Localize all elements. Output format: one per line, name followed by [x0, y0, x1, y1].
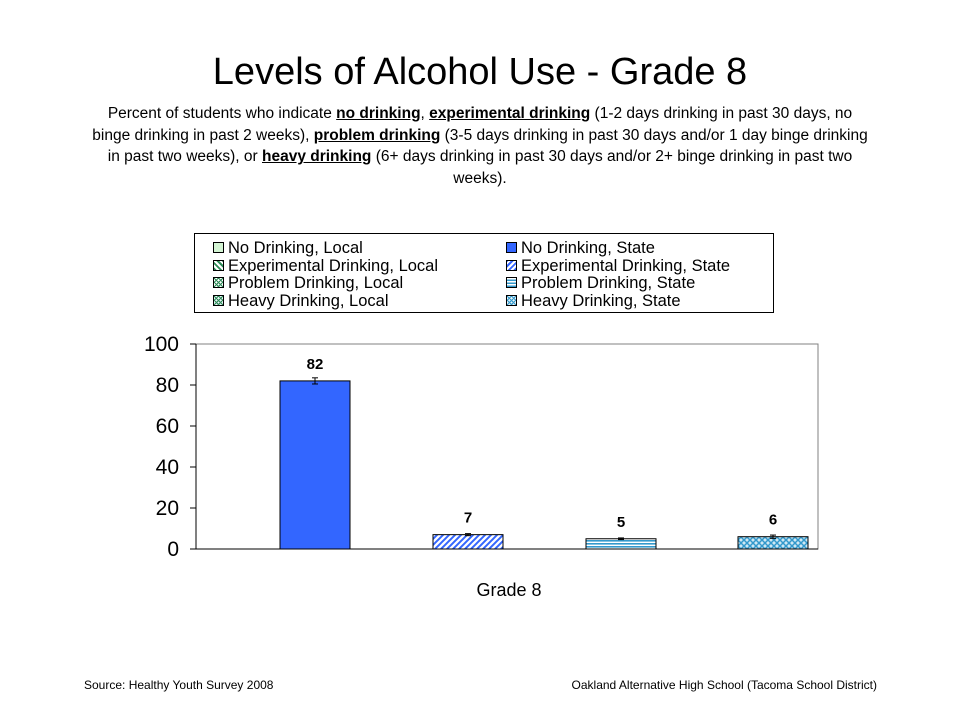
- chart-subtitle: Percent of students who indicate no drin…: [90, 103, 870, 189]
- legend-label: Experimental Drinking, Local: [228, 256, 439, 275]
- data-label: 82: [307, 356, 324, 373]
- bar-2: [432, 534, 504, 550]
- subtitle-term-heavy-drinking: heavy drinking: [262, 148, 372, 165]
- chart-legend: No Drinking, Local No Drinking, State Expe…: [194, 233, 774, 313]
- y-tick-label: 0: [167, 538, 179, 561]
- bar-3: [585, 538, 657, 550]
- school-name: Oakland Alternative High School (Tacoma …: [571, 678, 877, 692]
- subtitle-text-5: (6+ days drinking in past 30 days and/or…: [371, 148, 853, 187]
- subtitle-term-experimental-drinking: experimental drinking: [429, 105, 591, 122]
- legend-swatch: [506, 242, 517, 253]
- y-tick-label: 40: [156, 456, 179, 479]
- legend-swatch: [213, 277, 224, 288]
- y-tick-label: 80: [156, 374, 179, 397]
- chart-title: Levels of Alcohol Use - Grade 8: [212, 51, 748, 93]
- legend-swatch: [213, 259, 224, 271]
- data-label: 7: [464, 510, 472, 527]
- legend-swatch: [506, 259, 517, 271]
- y-tick-label: 100: [144, 333, 179, 356]
- legend-swatch: [506, 294, 517, 306]
- y-tick-label: 60: [156, 415, 179, 438]
- legend-label: No Drinking, State: [521, 239, 655, 257]
- data-label: 5: [617, 514, 625, 531]
- x-axis-label: Grade 8: [476, 580, 541, 600]
- legend-label: Heavy Drinking, Local: [228, 291, 389, 310]
- source-note: Source: Healthy Youth Survey 2008: [84, 678, 274, 692]
- legend-label: Experimental Drinking, State: [521, 256, 731, 275]
- legend-label: Heavy Drinking, State: [521, 291, 681, 310]
- legend-swatch: [213, 242, 224, 253]
- legend-label: No Drinking, Local: [228, 239, 363, 257]
- legend-swatch: [213, 294, 224, 306]
- subtitle-text-4: (3-5 days drinking in past 30 days and/o…: [107, 126, 868, 166]
- bar-1: [279, 380, 351, 550]
- legend-swatch: [506, 277, 517, 288]
- subtitle-term-problem-drinking: problem drinking: [313, 126, 441, 144]
- y-axis: 0 20 40 60 80 100: [144, 333, 818, 561]
- subtitle-text-3: (1-2 days drinking in past 30 days, no b…: [92, 105, 853, 144]
- y-tick-label: 20: [156, 497, 179, 520]
- legend-label: Problem Drinking, Local: [228, 274, 404, 292]
- subtitle-text-1: Percent of students who indicate: [107, 105, 337, 122]
- subtitle-term-no-drinking: no drinking: [336, 105, 421, 122]
- legend-label: Problem Drinking, State: [521, 274, 696, 292]
- data-label: 6: [769, 512, 777, 529]
- subtitle-text-2: ,: [420, 105, 430, 122]
- bars-group: 82 7 5 6: [279, 356, 809, 550]
